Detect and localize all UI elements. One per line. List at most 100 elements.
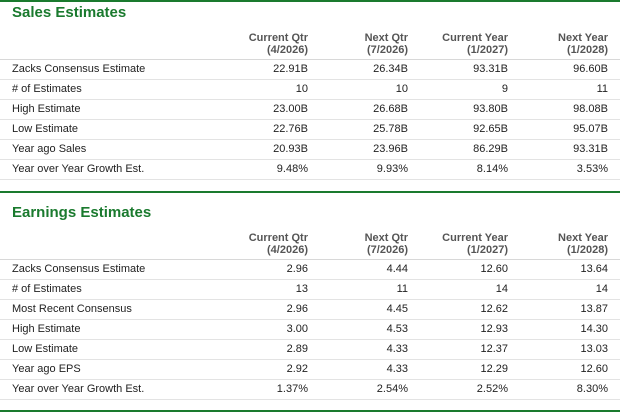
cell-value: 23.00B bbox=[220, 99, 320, 120]
row-label: High Estimate bbox=[0, 319, 220, 340]
sales-col-current-qtr-label: Current Qtr bbox=[248, 32, 308, 44]
cell-value: 13.64 bbox=[520, 259, 620, 280]
cell-value: 2.92 bbox=[220, 359, 320, 380]
cell-value: 12.93 bbox=[420, 319, 520, 340]
sales-col-current-qtr-date: (4/2026) bbox=[267, 44, 308, 56]
table-row: Zacks Consensus Estimate 22.91B 26.34B 9… bbox=[0, 59, 620, 80]
earnings-estimates-section: Earnings Estimates Current Qtr (4/2026) N… bbox=[0, 200, 620, 400]
cell-value: 9 bbox=[420, 79, 520, 100]
cell-value: 23.96B bbox=[320, 139, 420, 160]
cell-value: 11 bbox=[520, 79, 620, 100]
cell-value: 14 bbox=[520, 279, 620, 300]
earnings-col-current-qtr-date: (4/2026) bbox=[267, 244, 308, 256]
sales-col-next-qtr-date: (7/2026) bbox=[367, 44, 408, 56]
cell-value: 11 bbox=[320, 279, 420, 300]
earnings-col-next-year-date: (1/2028) bbox=[567, 244, 608, 256]
cell-value: 13.03 bbox=[520, 339, 620, 360]
row-label: Zacks Consensus Estimate bbox=[0, 259, 220, 280]
table-row: Year over Year Growth Est. 1.37% 2.54% 2… bbox=[0, 379, 620, 400]
table-row: Low Estimate 2.89 4.33 12.37 13.03 bbox=[0, 339, 620, 360]
cell-value: 10 bbox=[320, 79, 420, 100]
earnings-col-current-year-label: Current Year bbox=[442, 232, 508, 244]
sales-estimates-section: Sales Estimates Current Qtr (4/2026) Next… bbox=[0, 0, 620, 180]
cell-value: 4.53 bbox=[320, 319, 420, 340]
cell-value: 95.07B bbox=[520, 119, 620, 140]
sales-col-next-qtr: Next Qtr (7/2026) bbox=[320, 24, 420, 60]
row-label: Zacks Consensus Estimate bbox=[0, 59, 220, 80]
table-row: Year over Year Growth Est. 9.48% 9.93% 8… bbox=[0, 159, 620, 180]
cell-value: 9.48% bbox=[220, 159, 320, 180]
row-label: Year over Year Growth Est. bbox=[0, 159, 220, 180]
cell-value: 4.33 bbox=[320, 339, 420, 360]
table-row: High Estimate 3.00 4.53 12.93 14.30 bbox=[0, 319, 620, 340]
cell-value: 2.96 bbox=[220, 299, 320, 320]
row-label: Low Estimate bbox=[0, 339, 220, 360]
earnings-col-current-year-date: (1/2027) bbox=[467, 244, 508, 256]
table-row: # of Estimates 10 10 9 11 bbox=[0, 79, 620, 100]
sales-col-next-year-label: Next Year bbox=[558, 32, 608, 44]
cell-value: 25.78B bbox=[320, 119, 420, 140]
bottom-divider bbox=[0, 410, 620, 412]
earnings-estimates-title: Earnings Estimates bbox=[12, 204, 152, 221]
row-label: Low Estimate bbox=[0, 119, 220, 140]
earnings-col-next-year: Next Year (1/2028) bbox=[520, 224, 620, 260]
table-row: Most Recent Consensus 2.96 4.45 12.62 13… bbox=[0, 299, 620, 320]
row-label: # of Estimates bbox=[0, 79, 220, 100]
cell-value: 10 bbox=[220, 79, 320, 100]
earnings-col-next-qtr-label: Next Qtr bbox=[364, 232, 408, 244]
sales-col-current-year-date: (1/2027) bbox=[467, 44, 508, 56]
earnings-estimates-table: Current Qtr (4/2026) Next Qtr (7/2026) Cur… bbox=[0, 224, 620, 400]
cell-value: 12.37 bbox=[420, 339, 520, 360]
row-label: High Estimate bbox=[0, 99, 220, 120]
cell-value: 2.54% bbox=[320, 379, 420, 400]
row-label: # of Estimates bbox=[0, 279, 220, 300]
cell-value: 93.80B bbox=[420, 99, 520, 120]
cell-value: 22.76B bbox=[220, 119, 320, 140]
table-row: Year ago Sales 20.93B 23.96B 86.29B 93.3… bbox=[0, 139, 620, 160]
cell-value: 8.30% bbox=[520, 379, 620, 400]
cell-value: 1.37% bbox=[220, 379, 320, 400]
sales-estimates-title: Sales Estimates bbox=[12, 4, 127, 21]
earnings-col-current-year: Current Year (1/2027) bbox=[420, 224, 520, 260]
cell-value: 3.53% bbox=[520, 159, 620, 180]
cell-value: 12.62 bbox=[420, 299, 520, 320]
cell-value: 98.08B bbox=[520, 99, 620, 120]
earnings-col-next-year-label: Next Year bbox=[558, 232, 608, 244]
cell-value: 96.60B bbox=[520, 59, 620, 80]
sales-estimates-table: Current Qtr (4/2026) Next Qtr (7/2026) Cur… bbox=[0, 24, 620, 180]
sales-col-current-qtr: Current Qtr (4/2026) bbox=[220, 24, 320, 60]
cell-value: 9.93% bbox=[320, 159, 420, 180]
cell-value: 2.89 bbox=[220, 339, 320, 360]
cell-value: 4.33 bbox=[320, 359, 420, 380]
cell-value: 3.00 bbox=[220, 319, 320, 340]
table-row: Year ago EPS 2.92 4.33 12.29 12.60 bbox=[0, 359, 620, 380]
earnings-header-row: Current Qtr (4/2026) Next Qtr (7/2026) Cur… bbox=[0, 224, 620, 260]
top-divider bbox=[0, 0, 620, 2]
cell-value: 12.29 bbox=[420, 359, 520, 380]
cell-value: 2.52% bbox=[420, 379, 520, 400]
row-label: Year over Year Growth Est. bbox=[0, 379, 220, 400]
table-row: High Estimate 23.00B 26.68B 93.80B 98.08… bbox=[0, 99, 620, 120]
cell-value: 2.96 bbox=[220, 259, 320, 280]
cell-value: 13.87 bbox=[520, 299, 620, 320]
cell-value: 12.60 bbox=[420, 259, 520, 280]
earnings-col-current-qtr-label: Current Qtr bbox=[248, 232, 308, 244]
earnings-col-next-qtr-date: (7/2026) bbox=[367, 244, 408, 256]
section-divider bbox=[0, 191, 620, 193]
row-label: Most Recent Consensus bbox=[0, 299, 220, 320]
cell-value: 8.14% bbox=[420, 159, 520, 180]
sales-header-blank bbox=[0, 24, 220, 60]
cell-value: 12.60 bbox=[520, 359, 620, 380]
cell-value: 13 bbox=[220, 279, 320, 300]
sales-col-next-qtr-label: Next Qtr bbox=[364, 32, 408, 44]
cell-value: 86.29B bbox=[420, 139, 520, 160]
row-label: Year ago Sales bbox=[0, 139, 220, 160]
sales-col-next-year-date: (1/2028) bbox=[567, 44, 608, 56]
sales-col-next-year: Next Year (1/2028) bbox=[520, 24, 620, 60]
cell-value: 92.65B bbox=[420, 119, 520, 140]
cell-value: 14 bbox=[420, 279, 520, 300]
earnings-col-current-qtr: Current Qtr (4/2026) bbox=[220, 224, 320, 260]
cell-value: 93.31B bbox=[520, 139, 620, 160]
cell-value: 14.30 bbox=[520, 319, 620, 340]
cell-value: 22.91B bbox=[220, 59, 320, 80]
